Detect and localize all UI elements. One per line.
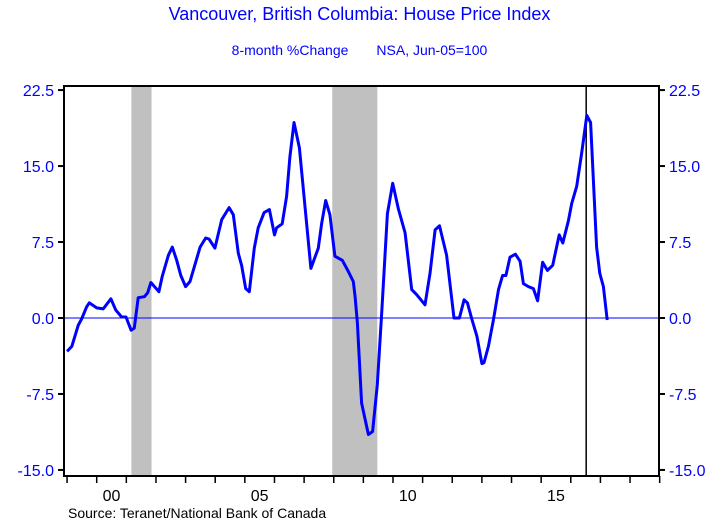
subtitle-measure: 8-month %Change	[231, 42, 349, 58]
x-tick-label: 00	[103, 488, 121, 505]
chart-title: Vancouver, British Columbia: House Price…	[168, 4, 551, 24]
y-tick-label-left: -7.5	[26, 387, 54, 404]
y-tick-label-left: 0.0	[32, 311, 54, 328]
y-tick-label-left: -15.0	[18, 463, 55, 480]
chart-subtitle: 8-month %Change NSA, Jun-05=100	[0, 42, 719, 58]
source-note: Source: Teranet/National Bank of Canada	[68, 505, 327, 521]
subtitle-basis: NSA, Jun-05=100	[376, 42, 488, 58]
y-tick-label-right: -15.0	[669, 463, 706, 480]
y-tick-label-right: 15.0	[669, 159, 700, 176]
y-tick-label-left: 15.0	[23, 159, 54, 176]
y-tick-label-right: -7.5	[669, 387, 697, 404]
y-tick-label-left: 22.5	[23, 83, 54, 100]
y-tick-label-right: 22.5	[669, 83, 700, 100]
y-tick-label-right: 0.0	[669, 311, 691, 328]
y-tick-label-left: 7.5	[32, 235, 54, 252]
recession-band	[332, 86, 378, 476]
recession-band	[131, 86, 152, 476]
y-tick-label-right: 7.5	[669, 235, 691, 252]
x-tick-label: 05	[251, 488, 269, 505]
x-tick-label: 15	[547, 488, 565, 505]
plot-frame	[63, 85, 660, 477]
x-tick-label: 10	[399, 488, 417, 505]
